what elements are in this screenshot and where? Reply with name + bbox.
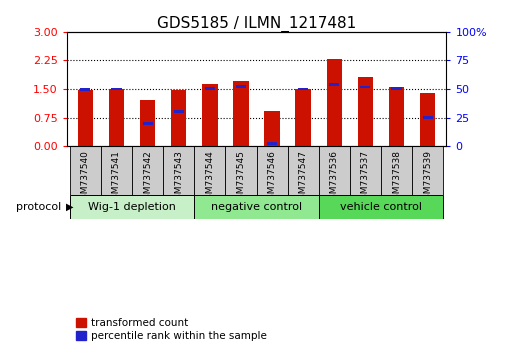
Text: GSM737538: GSM737538 [392, 150, 401, 205]
Bar [391, 87, 402, 90]
Bar [174, 110, 184, 113]
Legend: transformed count, percentile rank within the sample: transformed count, percentile rank withi… [72, 313, 271, 345]
Bar [423, 116, 432, 119]
Text: GSM737536: GSM737536 [330, 150, 339, 205]
Text: protocol: protocol [16, 202, 62, 212]
Bar [194, 146, 225, 195]
Bar [143, 122, 153, 125]
Text: ▶: ▶ [66, 202, 73, 212]
Bar [202, 84, 218, 146]
Text: GSM737547: GSM737547 [299, 150, 308, 205]
Text: GSM737545: GSM737545 [236, 150, 245, 205]
Bar [360, 86, 370, 88]
Bar [233, 81, 249, 146]
Text: GSM737542: GSM737542 [143, 150, 152, 205]
Bar [132, 146, 163, 195]
Bar [319, 195, 443, 219]
Text: GSM737539: GSM737539 [423, 150, 432, 205]
Bar [194, 195, 319, 219]
Text: negative control: negative control [211, 202, 302, 212]
Bar [111, 88, 122, 90]
Text: vehicle control: vehicle control [340, 202, 422, 212]
Bar [389, 87, 404, 146]
Bar [420, 93, 436, 146]
Bar [81, 88, 90, 91]
Bar [77, 90, 93, 146]
Bar [267, 142, 277, 145]
Bar [70, 195, 194, 219]
Bar [236, 85, 246, 88]
Bar [163, 146, 194, 195]
Bar [329, 83, 339, 86]
Text: GSM737537: GSM737537 [361, 150, 370, 205]
Text: GSM737541: GSM737541 [112, 150, 121, 205]
Text: GSM737546: GSM737546 [268, 150, 277, 205]
Bar [264, 111, 280, 146]
Text: Wig-1 depletion: Wig-1 depletion [88, 202, 176, 212]
Text: GSM737540: GSM737540 [81, 150, 90, 205]
Bar [412, 146, 443, 195]
Bar [326, 58, 342, 146]
Bar [225, 146, 256, 195]
Bar [288, 146, 319, 195]
Bar [358, 77, 373, 146]
Bar [205, 87, 215, 90]
Text: GSM737543: GSM737543 [174, 150, 183, 205]
Bar [381, 146, 412, 195]
Text: GDS5185 / ILMN_1217481: GDS5185 / ILMN_1217481 [157, 16, 356, 32]
Bar [256, 146, 288, 195]
Bar [171, 90, 187, 146]
Bar [140, 99, 155, 146]
Bar [350, 146, 381, 195]
Text: GSM737544: GSM737544 [205, 150, 214, 205]
Bar [109, 89, 124, 146]
Bar [101, 146, 132, 195]
Bar [319, 146, 350, 195]
Bar [70, 146, 101, 195]
Bar [295, 89, 311, 146]
Bar [298, 88, 308, 90]
